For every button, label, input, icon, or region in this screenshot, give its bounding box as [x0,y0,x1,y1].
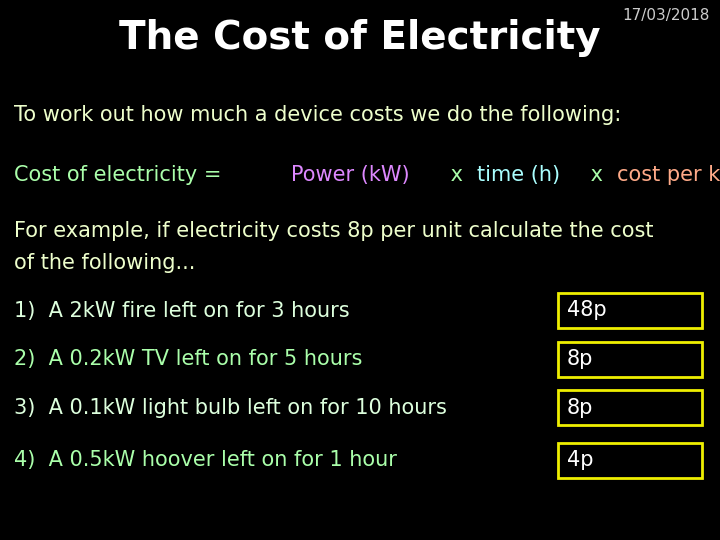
Text: 4)  A 0.5kW hoover left on for 1 hour: 4) A 0.5kW hoover left on for 1 hour [14,450,397,470]
Text: 8p: 8p [567,349,593,369]
Text: 17/03/2018: 17/03/2018 [622,8,709,23]
Text: 8p: 8p [567,397,593,418]
Text: The Cost of Electricity: The Cost of Electricity [120,19,600,57]
Text: 1)  A 2kW fire left on for 3 hours: 1) A 2kW fire left on for 3 hours [14,300,350,321]
Text: x: x [444,165,469,185]
FancyBboxPatch shape [558,342,702,377]
Text: 4p: 4p [567,450,593,470]
Text: x: x [584,165,610,185]
Text: 2)  A 0.2kW TV left on for 5 hours: 2) A 0.2kW TV left on for 5 hours [14,349,363,369]
FancyBboxPatch shape [558,390,702,426]
Text: Cost of electricity =: Cost of electricity = [14,165,228,185]
Text: To work out how much a device costs we do the following:: To work out how much a device costs we d… [14,105,621,125]
Text: 48p: 48p [567,300,606,321]
Text: For example, if electricity costs 8p per unit calculate the cost: For example, if electricity costs 8p per… [14,221,654,241]
Text: Power (kW): Power (kW) [291,165,409,185]
Text: of the following...: of the following... [14,253,196,273]
Text: time (h): time (h) [477,165,560,185]
FancyBboxPatch shape [558,293,702,328]
FancyBboxPatch shape [558,443,702,477]
Text: cost per kWh (p): cost per kWh (p) [617,165,720,185]
Text: 3)  A 0.1kW light bulb left on for 10 hours: 3) A 0.1kW light bulb left on for 10 hou… [14,397,447,418]
